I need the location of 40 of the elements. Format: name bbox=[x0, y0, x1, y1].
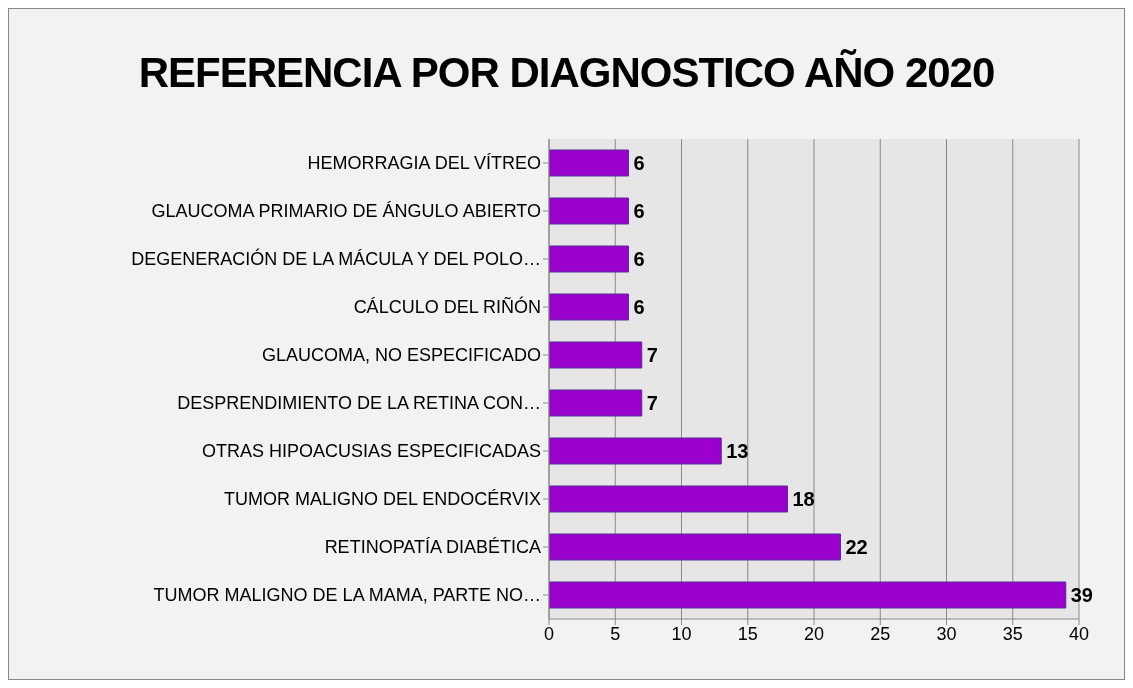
data-label: 18 bbox=[792, 488, 815, 511]
bar bbox=[549, 437, 722, 465]
x-tick-label: 5 bbox=[610, 623, 621, 644]
data-label: 6 bbox=[633, 248, 645, 271]
data-label: 7 bbox=[646, 344, 658, 367]
data-label: 22 bbox=[845, 536, 868, 559]
y-tick-label: RETINOPATÍA DIABÉTICA bbox=[324, 537, 541, 558]
bar bbox=[549, 533, 841, 561]
y-tick-label: DEGENERACIÓN DE LA MÁCULA Y DEL POLO… bbox=[131, 248, 541, 270]
data-label: 7 bbox=[646, 392, 658, 415]
bar bbox=[549, 245, 629, 273]
x-tick-label: 20 bbox=[803, 623, 825, 644]
y-tick-label: GLAUCOMA PRIMARIO DE ÁNGULO ABIERTO bbox=[151, 201, 541, 222]
chart-title: REFERENCIA POR DIAGNOSTICO AÑO 2020 bbox=[137, 48, 996, 98]
y-tick-label: GLAUCOMA, NO ESPECIFICADO bbox=[261, 345, 541, 366]
y-tick-label: TUMOR MALIGNO DEL ENDOCÉRVIX bbox=[223, 489, 541, 510]
bar bbox=[549, 485, 788, 513]
data-label: 6 bbox=[633, 152, 645, 175]
y-tick-label: HEMORRAGIA DEL VÍTREO bbox=[307, 153, 541, 174]
x-tick-label: 35 bbox=[1002, 623, 1023, 644]
bar bbox=[549, 581, 1067, 609]
x-tick-label: 0 bbox=[543, 623, 555, 644]
data-label: 6 bbox=[633, 200, 645, 223]
y-tick-label: TUMOR MALIGNO DE LA MAMA, PARTE NO… bbox=[153, 585, 541, 606]
x-tick-label: 30 bbox=[936, 623, 957, 644]
y-tick-label: CÁLCULO DEL RIÑÓN bbox=[353, 296, 541, 318]
data-label: 39 bbox=[1070, 584, 1093, 607]
y-tick-label: OTRAS HIPOACUSIAS ESPECIFICADAS bbox=[201, 441, 541, 462]
bar bbox=[549, 197, 629, 225]
x-tick-label: 15 bbox=[737, 623, 758, 644]
x-tick-label: 40 bbox=[1068, 623, 1090, 644]
y-tick-label: DESPRENDIMIENTO DE LA RETINA CON… bbox=[177, 393, 541, 414]
bar bbox=[549, 293, 629, 321]
x-tick-label: 10 bbox=[671, 623, 692, 644]
data-label: 13 bbox=[726, 440, 749, 463]
x-tick-label: 25 bbox=[870, 623, 891, 644]
bar bbox=[549, 389, 643, 417]
bar bbox=[549, 149, 629, 177]
bar bbox=[549, 341, 643, 369]
data-label: 6 bbox=[633, 296, 645, 319]
